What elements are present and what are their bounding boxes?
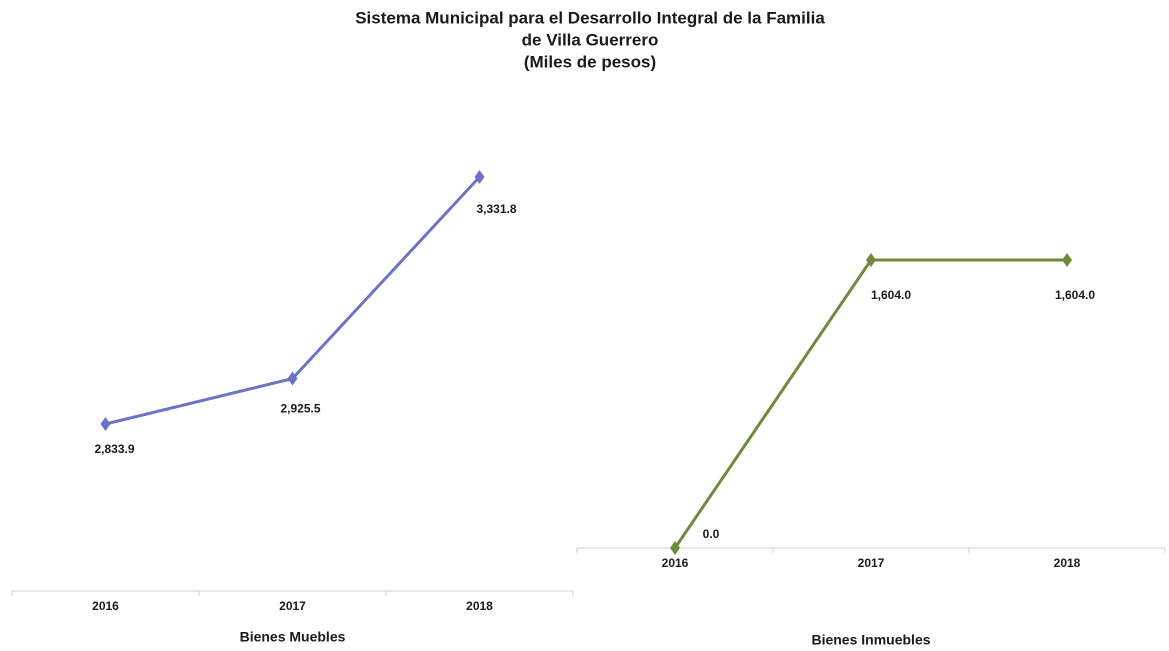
line	[105, 175, 481, 426]
value-label: 0.0	[703, 527, 720, 541]
marker	[100, 417, 111, 431]
x-tick-label: 2016	[662, 556, 689, 570]
x-tick-label: 2018	[466, 599, 493, 613]
value-label: 1,604.0	[1055, 288, 1095, 302]
marker	[474, 170, 485, 184]
x-tick-label: 2017	[279, 599, 306, 613]
value-label: 3,331.8	[476, 202, 516, 216]
x-tick-label: 2018	[1054, 556, 1081, 570]
x-tick-label: 2017	[858, 556, 885, 570]
x-tick-label: 2016	[92, 599, 119, 613]
x-axis-title: Bienes Inmuebles	[811, 632, 930, 648]
x-axis-title: Bienes Muebles	[240, 629, 346, 645]
marker	[670, 541, 680, 555]
marker	[287, 371, 298, 386]
line	[673, 258, 1067, 549]
title-line: Sistema Municipal para el Desarrollo Int…	[355, 8, 825, 27]
title-line: (Miles de pesos)	[524, 52, 656, 71]
value-label: 1,604.0	[871, 288, 911, 302]
marker	[1062, 253, 1072, 267]
marker	[866, 253, 876, 267]
title-line: de Villa Guerrero	[522, 30, 659, 49]
value-label: 2,925.5	[280, 402, 320, 416]
value-label: 2,833.9	[94, 442, 134, 456]
